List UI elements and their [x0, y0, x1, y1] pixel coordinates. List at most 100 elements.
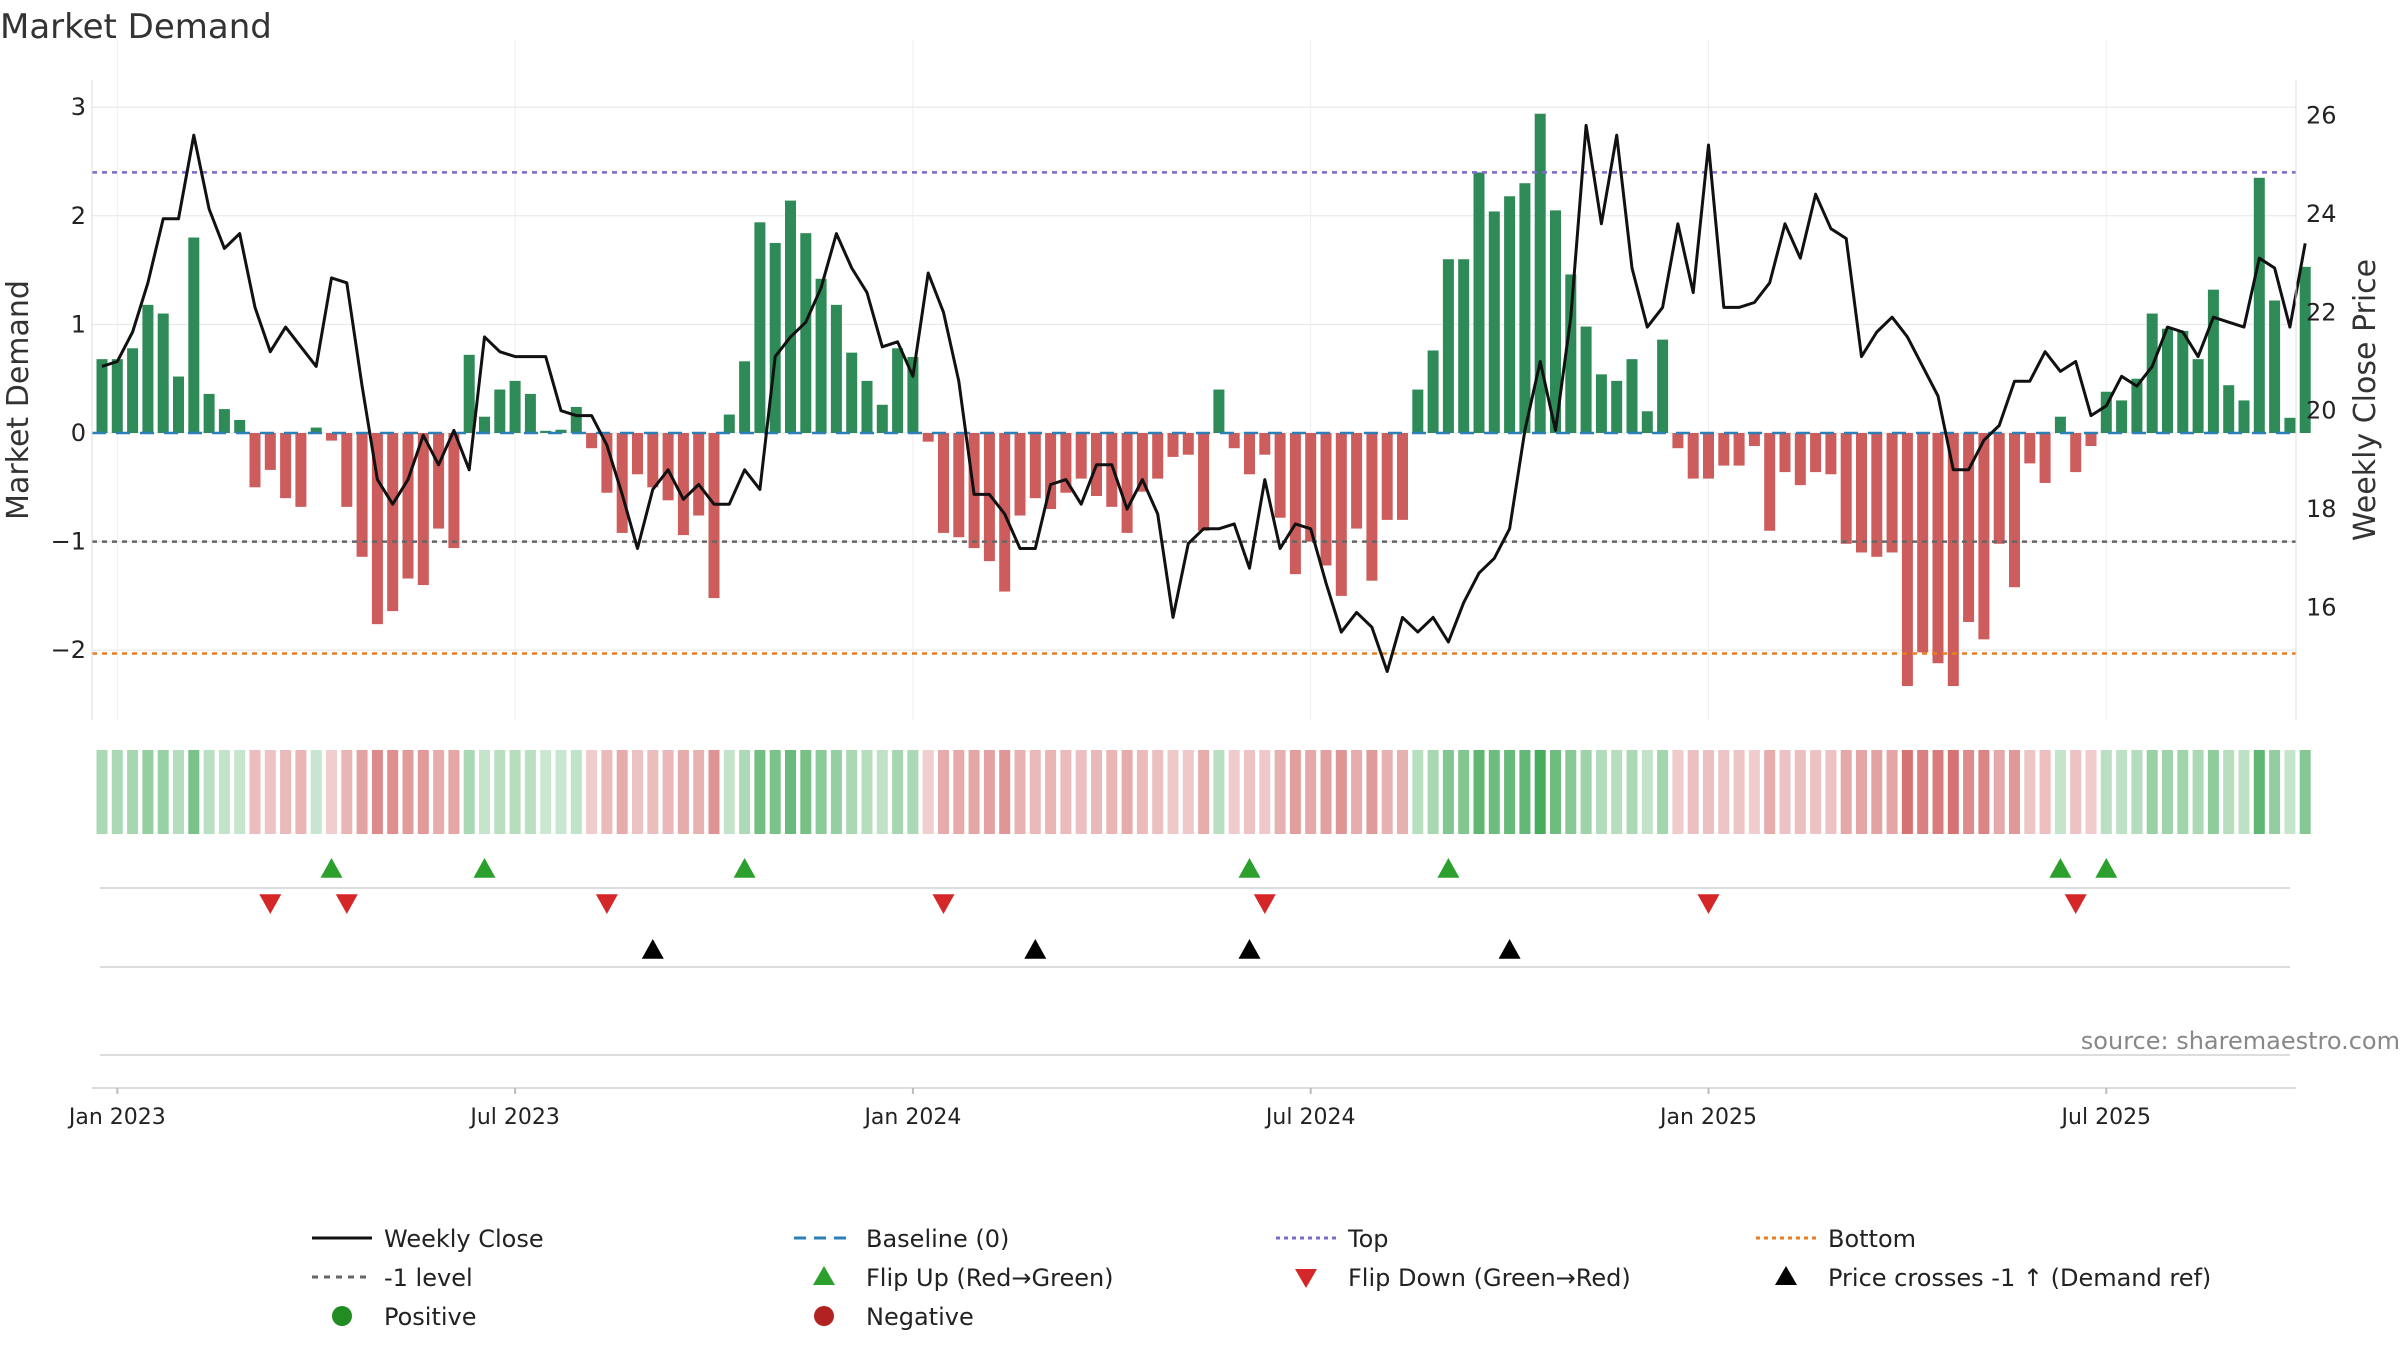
legend-swatch-triangle-down [1295, 1269, 1317, 1288]
heat-cell [1473, 750, 1485, 834]
heat-cell [1871, 750, 1883, 834]
flip-down-marker [932, 894, 955, 914]
demand-bar [1794, 433, 1806, 486]
demand-bar [1886, 433, 1898, 553]
heat-cell [1901, 750, 1913, 834]
demand-bar [524, 393, 536, 433]
heat-cell [2269, 750, 2281, 834]
demand-bar [1672, 433, 1684, 449]
legend-label: Negative [866, 1303, 974, 1331]
legend-item: Price crosses -1 ↑ (Demand ref) [1775, 1264, 2211, 1292]
heat-cell [1351, 750, 1363, 834]
demand-bar [387, 433, 399, 612]
heat-cell [2054, 750, 2066, 834]
flip-up-marker [473, 858, 496, 878]
heat-cell [723, 750, 735, 834]
heat-cell [662, 750, 674, 834]
demand-bar [861, 380, 873, 433]
weekly-close-line [101, 123, 2307, 673]
demand-bar [1182, 433, 1194, 455]
heat-cell [754, 750, 766, 834]
heat-cell [2131, 750, 2143, 834]
heat-cell [1687, 750, 1699, 834]
demand-bar [1014, 433, 1026, 516]
demand-bar [1825, 433, 1837, 475]
heat-cell [1442, 750, 1454, 834]
heat-cell [1657, 750, 1669, 834]
demand-bar [1289, 433, 1301, 575]
heat-cell [555, 750, 567, 834]
heat-cell [1335, 750, 1347, 834]
heat-cell [2146, 750, 2158, 834]
demand-bar [1550, 210, 1561, 433]
legend: Weekly Close -1 level Positive Baseline (0)… [312, 1225, 2211, 1331]
flip-down-marker [1253, 894, 1276, 914]
demand-bar [280, 433, 292, 499]
y-ticks-right: 26 24 22 20 18 16 [2295, 80, 2337, 720]
heat-cell [1580, 750, 1592, 834]
demand-bar [1259, 433, 1271, 455]
heat-cell [1550, 750, 1561, 834]
demand-bar [433, 433, 445, 529]
y-axis-right-label: Weekly Close Price [2348, 259, 2383, 541]
demand-bar [1519, 183, 1531, 433]
demand-bar [1580, 326, 1592, 433]
heat-cell [2284, 750, 2296, 834]
heat-cell [616, 750, 628, 834]
heat-cell [2207, 750, 2219, 834]
heat-cell [922, 750, 934, 834]
y-axis-left-label: Market Demand [1, 280, 36, 520]
heat-cell [983, 750, 995, 834]
demand-bar [1641, 411, 1653, 433]
demand-bar [417, 433, 429, 586]
demand-bar [876, 404, 888, 433]
heat-cell [524, 750, 536, 834]
heat-cell [586, 750, 598, 834]
heat-cell [96, 750, 108, 834]
demand-heat-strip [96, 750, 2311, 834]
heat-cell [2009, 750, 2020, 834]
heat-cell [2299, 750, 2311, 834]
demand-bar [2070, 433, 2082, 473]
price-cross-marker [641, 939, 664, 959]
price-cross-marker [1238, 939, 1261, 959]
reference-lines [92, 171, 2296, 655]
demand-bar [310, 427, 322, 433]
heat-cell [785, 750, 796, 834]
demand-bar [1198, 433, 1210, 531]
heat-cell [2070, 750, 2082, 834]
demand-bar [2284, 417, 2296, 433]
heat-cell [1488, 750, 1500, 834]
legend-item: Negative [814, 1303, 974, 1331]
demand-bar [1932, 433, 1944, 664]
demand-bar [188, 237, 200, 433]
demand-bar [295, 433, 307, 507]
demand-bar [1274, 433, 1286, 518]
demand-bar [677, 433, 689, 536]
legend-label: Baseline (0) [866, 1225, 1009, 1253]
demand-bar [1106, 433, 1118, 507]
flip-up-marker [320, 858, 343, 878]
demand-bar [907, 356, 919, 433]
demand-bar [2269, 300, 2281, 433]
heat-cell [1779, 750, 1791, 834]
heat-cell [708, 750, 720, 834]
demand-bar [1488, 211, 1500, 433]
demand-bar [1458, 259, 1470, 433]
price-line-group [101, 123, 2307, 673]
heat-cell [157, 750, 169, 834]
demand-bar [234, 419, 246, 433]
demand-bar [800, 233, 812, 433]
heat-cell [830, 750, 842, 834]
heat-cell [1274, 750, 1286, 834]
demand-bar [1718, 433, 1730, 466]
demand-bar [2162, 328, 2173, 433]
demand-bar [479, 416, 490, 433]
heat-cell [540, 750, 552, 834]
legend-item: Positive [332, 1303, 477, 1331]
demand-bar [203, 393, 215, 433]
demand-bar [1152, 433, 1164, 479]
demand-bar [1136, 433, 1148, 492]
y-tick-left: 0 [71, 419, 86, 447]
